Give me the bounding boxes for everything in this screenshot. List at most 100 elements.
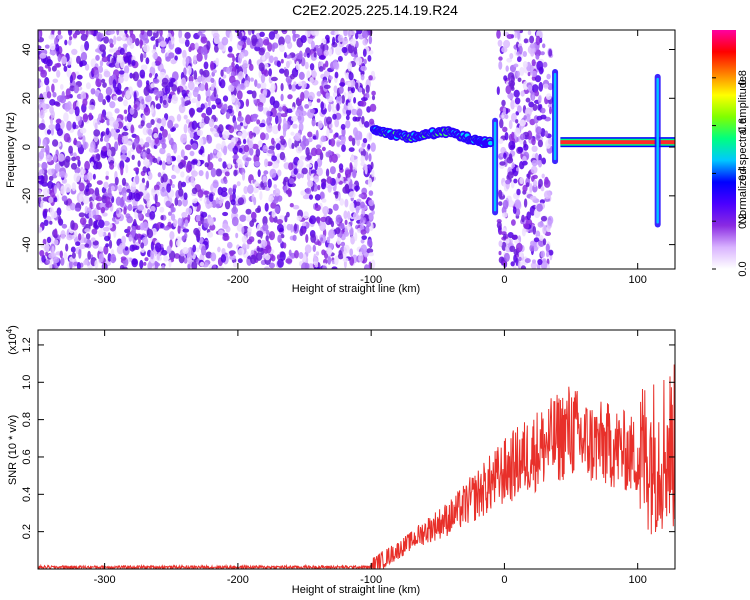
noise-speckle bbox=[543, 83, 549, 89]
noise-speckle bbox=[178, 188, 184, 197]
noise-speckle bbox=[274, 33, 280, 39]
noise-speckle bbox=[266, 123, 273, 133]
noise-speckle bbox=[218, 229, 224, 236]
noise-speckle bbox=[258, 104, 264, 112]
noise-speckle bbox=[190, 159, 198, 165]
noise-speckle bbox=[199, 261, 205, 267]
noise-speckle bbox=[250, 249, 255, 255]
noise-speckle bbox=[228, 46, 233, 53]
noise-speckle bbox=[209, 152, 213, 160]
noise-speckle bbox=[259, 81, 267, 89]
noise-speckle bbox=[42, 138, 47, 147]
noise-speckle bbox=[213, 149, 217, 154]
noise-speckle bbox=[354, 232, 358, 242]
noise-speckle bbox=[140, 53, 144, 63]
noise-speckle bbox=[304, 61, 309, 70]
noise-speckle bbox=[243, 186, 248, 194]
noise-speckle bbox=[51, 253, 57, 258]
noise-speckle bbox=[192, 244, 197, 253]
noise-speckle bbox=[63, 65, 68, 72]
noise-speckle bbox=[509, 53, 514, 59]
noise-speckle bbox=[326, 116, 332, 125]
noise-speckle bbox=[197, 220, 202, 227]
spectrogram-xtick-label: -100 bbox=[360, 274, 382, 286]
noise-speckle bbox=[164, 85, 171, 94]
noise-speckle bbox=[67, 60, 71, 66]
noise-speckle bbox=[509, 245, 516, 252]
noise-speckle bbox=[366, 132, 373, 142]
noise-speckle bbox=[342, 250, 347, 260]
noise-speckle bbox=[344, 183, 350, 192]
noise-speckle bbox=[84, 174, 88, 181]
noise-speckle bbox=[181, 211, 188, 219]
noise-speckle bbox=[284, 68, 290, 78]
noise-speckle bbox=[65, 88, 71, 98]
spectrogram-ytick-label: -20 bbox=[21, 188, 33, 204]
noise-speckle bbox=[134, 245, 140, 250]
noise-speckle bbox=[152, 52, 158, 60]
noise-speckle bbox=[145, 57, 150, 65]
noise-speckle bbox=[545, 243, 550, 253]
noise-speckle bbox=[131, 181, 136, 188]
noise-speckle bbox=[161, 117, 167, 127]
noise-speckle bbox=[69, 74, 73, 84]
noise-speckle bbox=[191, 120, 198, 130]
noise-speckle bbox=[265, 51, 271, 59]
noise-speckle bbox=[192, 87, 199, 98]
noise-speckle bbox=[368, 252, 374, 257]
noise-speckle bbox=[305, 147, 310, 157]
noise-speckle bbox=[292, 123, 298, 129]
noise-speckle bbox=[210, 252, 217, 262]
noise-speckle bbox=[48, 175, 54, 181]
noise-speckle bbox=[135, 38, 140, 47]
noise-speckle bbox=[363, 164, 368, 171]
noise-speckle bbox=[237, 197, 245, 206]
noise-speckle bbox=[539, 235, 544, 241]
noise-speckle bbox=[57, 54, 62, 63]
noise-speckle bbox=[183, 192, 188, 200]
noise-speckle bbox=[247, 227, 253, 233]
noise-speckle bbox=[177, 180, 183, 191]
noise-speckle bbox=[246, 243, 250, 250]
noise-speckle bbox=[201, 245, 207, 256]
noise-speckle bbox=[140, 64, 148, 71]
noise-speckle bbox=[219, 79, 226, 89]
noise-speckle bbox=[84, 63, 90, 71]
noise-speckle bbox=[294, 250, 299, 259]
noise-speckle bbox=[542, 61, 548, 68]
noise-speckle bbox=[333, 91, 338, 98]
noise-speckle bbox=[328, 229, 335, 239]
noise-speckle bbox=[349, 256, 355, 266]
noise-speckle bbox=[355, 206, 360, 214]
noise-speckle bbox=[79, 244, 86, 249]
noise-speckle bbox=[51, 168, 55, 174]
noise-speckle bbox=[51, 245, 55, 256]
noise-speckle bbox=[270, 83, 276, 92]
noise-speckle bbox=[505, 65, 509, 72]
noise-speckle bbox=[542, 43, 546, 49]
noise-speckle bbox=[305, 187, 312, 194]
noise-speckle bbox=[289, 203, 294, 208]
noise-speckle bbox=[41, 161, 48, 171]
noise-speckle bbox=[519, 177, 524, 185]
noise-speckle bbox=[88, 147, 95, 153]
noise-speckle bbox=[66, 120, 72, 131]
noise-speckle bbox=[503, 252, 510, 262]
noise-speckle bbox=[82, 113, 89, 123]
noise-speckle bbox=[222, 211, 229, 217]
noise-speckle bbox=[41, 181, 49, 187]
noise-speckle bbox=[510, 261, 515, 267]
noise-speckle bbox=[184, 100, 192, 105]
noise-speckle bbox=[189, 150, 195, 157]
noise-speckle bbox=[517, 251, 525, 259]
noise-speckle bbox=[123, 72, 129, 82]
noise-speckle bbox=[196, 247, 200, 253]
noise-speckle bbox=[346, 108, 351, 116]
noise-speckle bbox=[237, 161, 244, 169]
noise-speckle bbox=[85, 82, 91, 90]
noise-speckle bbox=[173, 123, 179, 129]
noise-speckle bbox=[180, 149, 185, 158]
noise-speckle bbox=[245, 208, 252, 215]
noise-speckle bbox=[110, 128, 115, 137]
noise-speckle bbox=[108, 30, 115, 35]
